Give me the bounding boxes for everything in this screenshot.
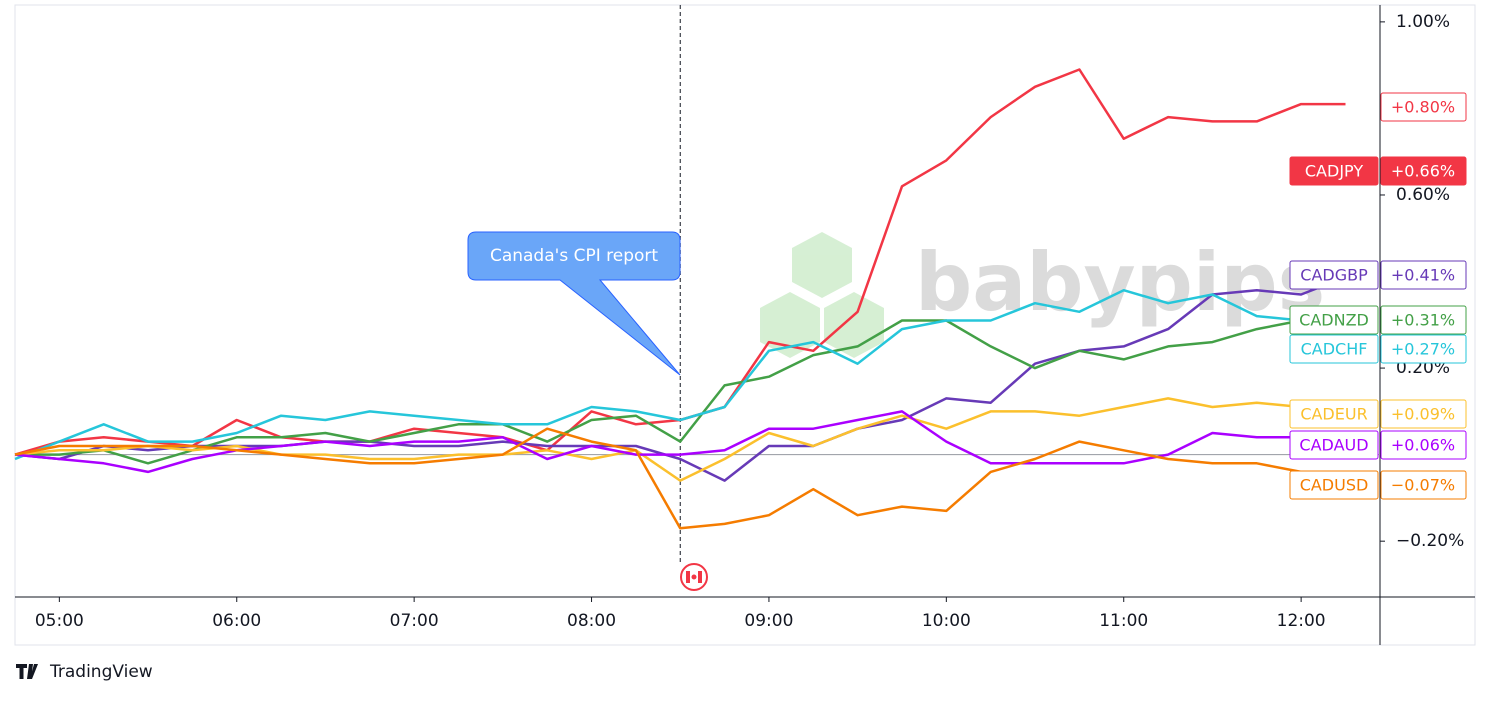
value-tag (1380, 156, 1467, 186)
x-tick-label: 12:00 (1277, 611, 1326, 631)
chart-frame (14, 4, 1476, 646)
x-tick-label: 07:00 (390, 611, 439, 631)
x-tick-label: 05:00 (35, 611, 84, 631)
legend-name: CADNZD (1299, 311, 1369, 330)
watermark-cube (760, 292, 820, 358)
watermark: babypips (760, 232, 1325, 358)
x-tick-label: 08:00 (567, 611, 616, 631)
series-line (15, 319, 1346, 465)
value-tag (1380, 305, 1467, 335)
series-line (14, 288, 1346, 461)
x-tick-label: 09:00 (744, 611, 793, 631)
value-tag-label: +0.27% (1391, 340, 1455, 359)
flag-leaf (691, 574, 697, 580)
callout-text: Canada's CPI report (490, 246, 658, 266)
legend-tag (1289, 430, 1379, 460)
series-line (14, 397, 1346, 482)
legend-tag (1289, 470, 1379, 500)
value-tag (1380, 399, 1467, 429)
value-tag (1380, 92, 1467, 122)
value-tag-label: +0.09% (1391, 405, 1455, 424)
x-tick-label: 11:00 (1099, 611, 1148, 631)
y-tick-label: 1.00% (1396, 12, 1450, 32)
legend-name: CADUSD (1300, 476, 1369, 495)
legend-tag (1289, 334, 1379, 364)
value-tag-label: +0.66% (1391, 162, 1455, 181)
callout-box (467, 231, 681, 376)
value-tag-label: +0.06% (1391, 436, 1455, 455)
brand-logo (16, 664, 38, 679)
plot (14, 5, 1380, 564)
legend-name: CADJPY (1305, 162, 1363, 181)
value-tag (1380, 334, 1467, 364)
y-tick-label: −0.20% (1396, 531, 1464, 551)
legend-name: CADCHF (1301, 340, 1368, 359)
legend-name: CADAUD (1299, 436, 1368, 455)
watermark-cube (792, 232, 852, 298)
value-tag-label: +0.80% (1391, 98, 1455, 117)
legend-name: CADGBP (1300, 266, 1368, 285)
series-line (14, 427, 1346, 530)
y-tick-label: 0.60% (1396, 185, 1450, 205)
legend-tag (1289, 399, 1379, 429)
value-tag-label: −0.07% (1391, 476, 1455, 495)
callout: Canada's CPI report (467, 231, 681, 376)
legend-tag (1289, 156, 1379, 186)
x-tick-label: 10:00 (922, 611, 971, 631)
legend-name: CADEUR (1300, 405, 1367, 424)
brand: TradingView (16, 662, 153, 682)
x-tick-label: 06:00 (212, 611, 261, 631)
value-tag (1380, 260, 1467, 290)
value-tag (1380, 470, 1467, 500)
value-tag (1380, 430, 1467, 460)
brand-text: TradingView (49, 662, 153, 682)
watermark-cube (824, 292, 884, 358)
legend-tag (1289, 305, 1379, 335)
legend-tag (1289, 260, 1379, 290)
event-marker (680, 563, 708, 591)
value-tag-label: +0.41% (1391, 266, 1455, 285)
value-tag-label: +0.31% (1391, 311, 1455, 330)
watermark-text: babypips (915, 236, 1325, 329)
